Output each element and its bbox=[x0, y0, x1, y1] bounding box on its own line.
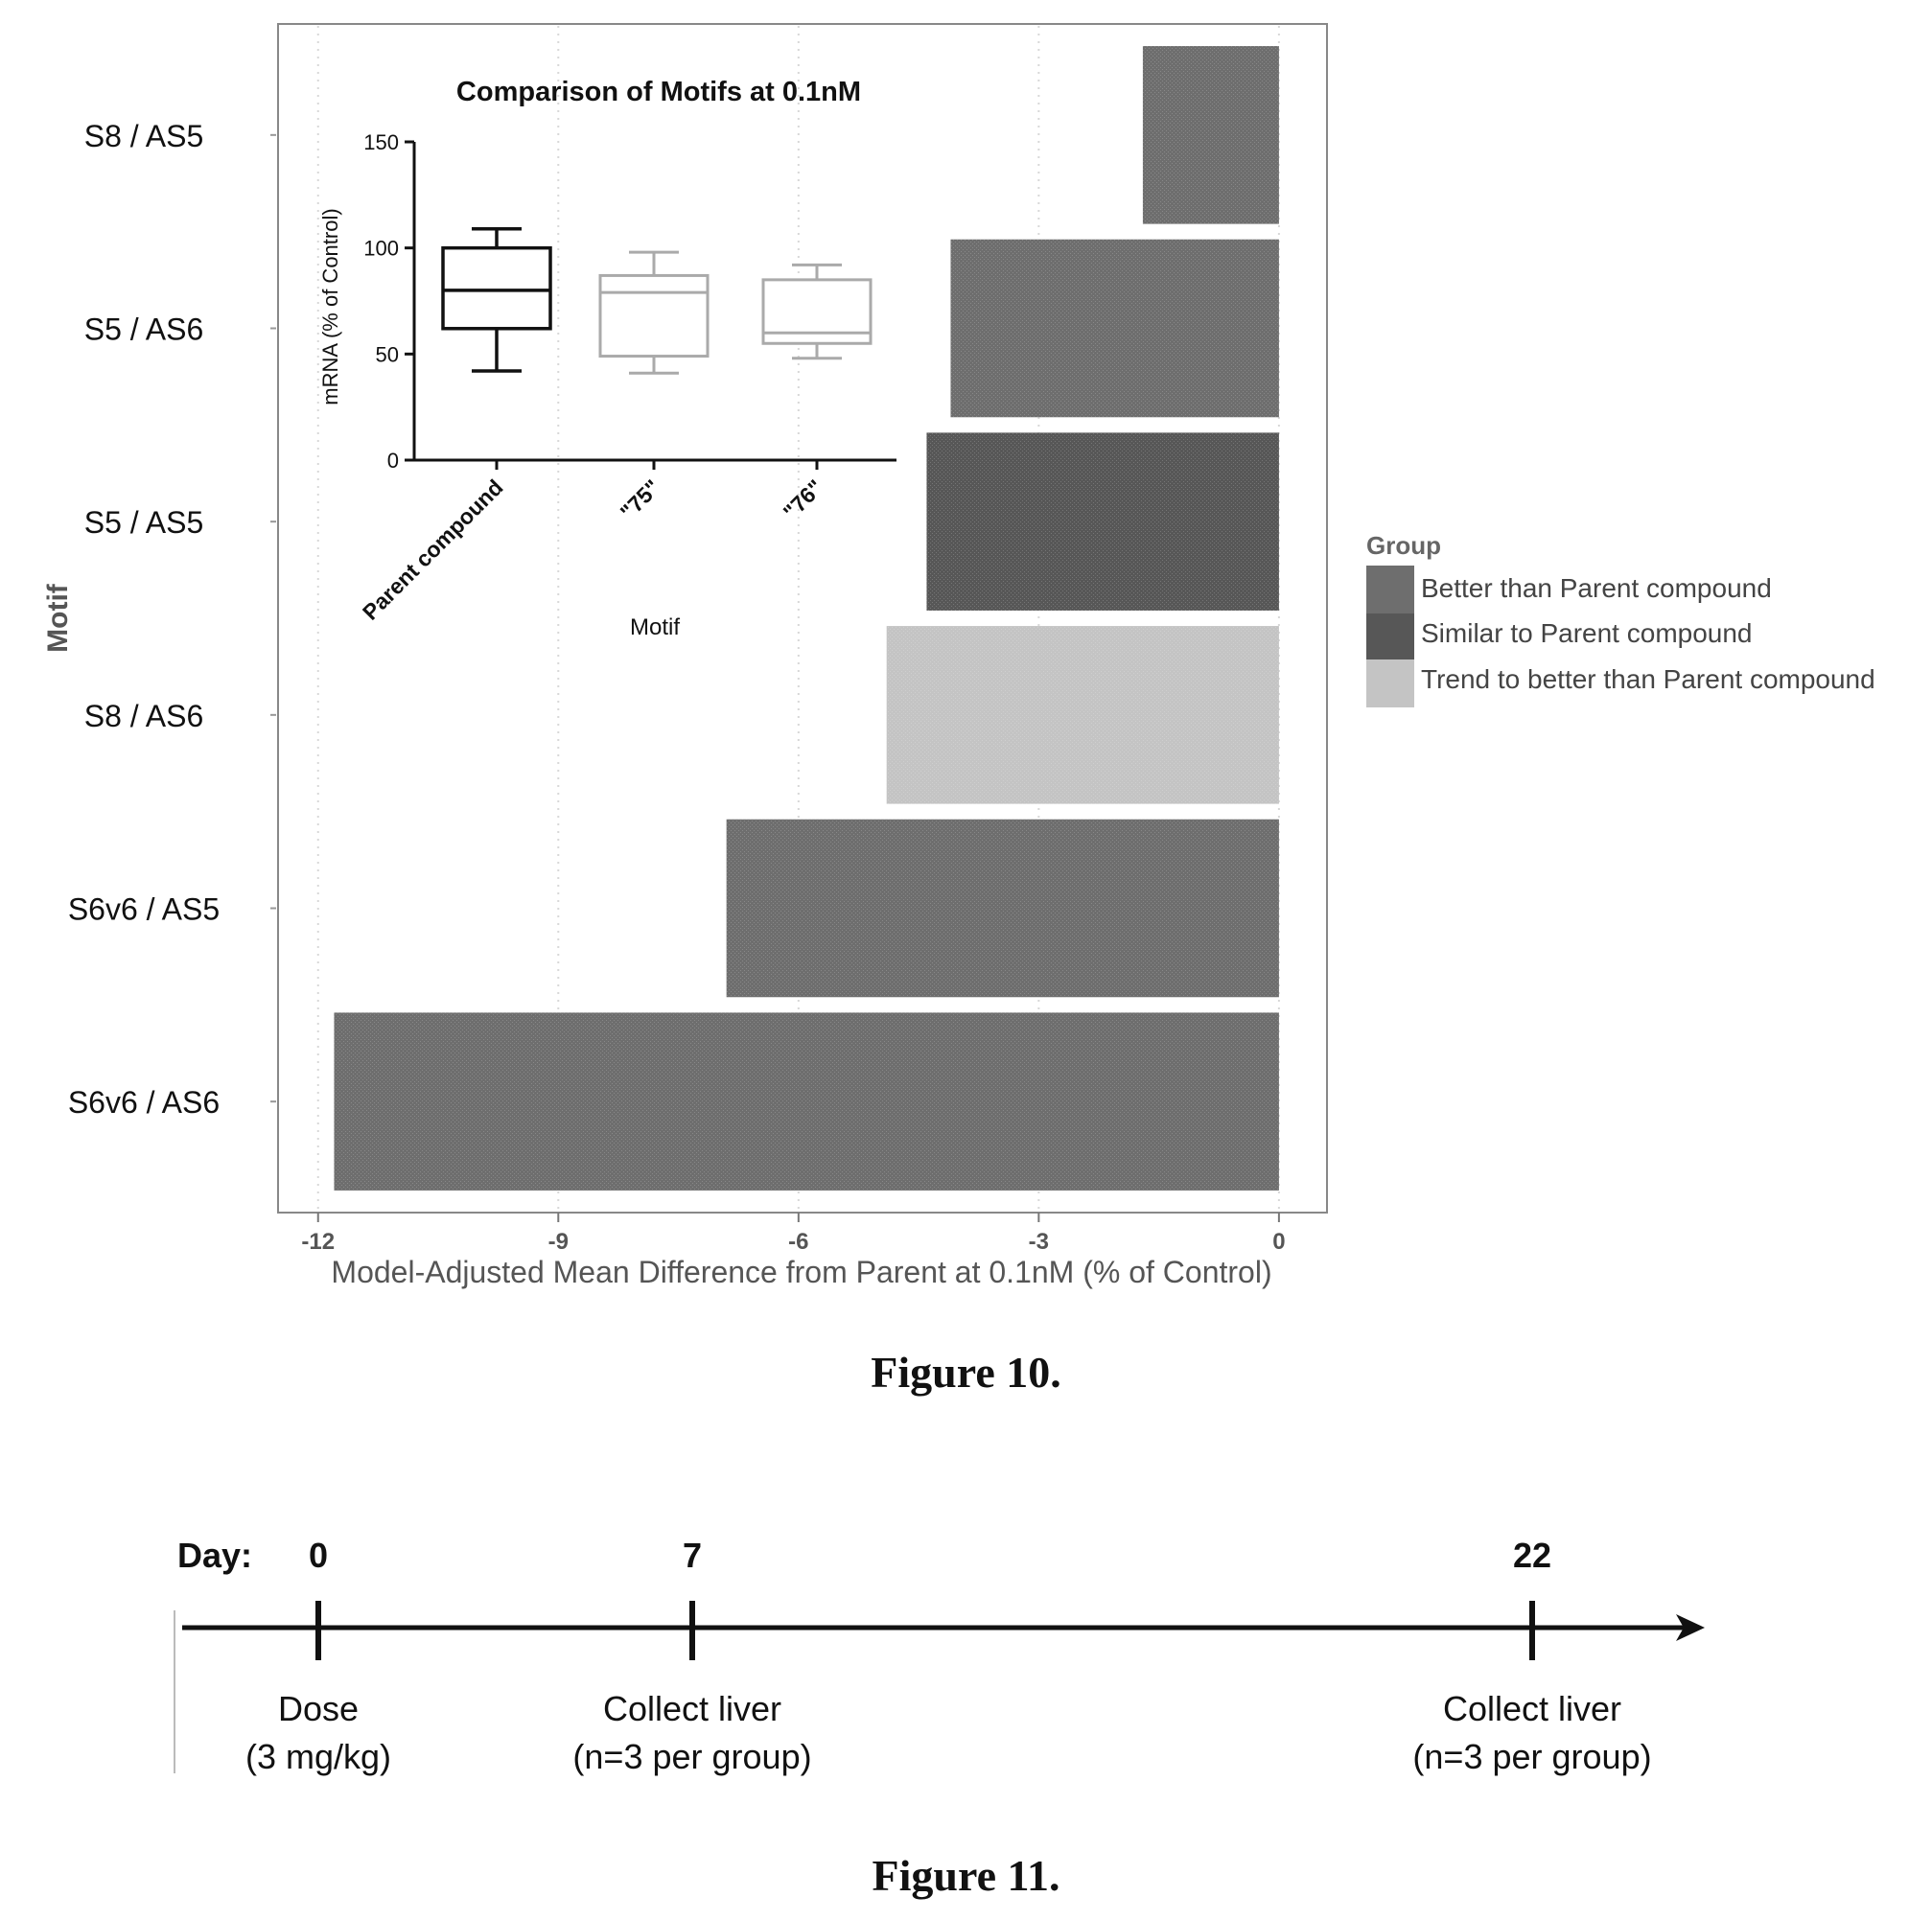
bar-texture bbox=[926, 432, 1279, 611]
category-labels: S8 / AS5 S5 / AS6 S5 / AS5 S8 / AS6 S6v6 / A… bbox=[68, 119, 276, 1120]
timeline-arrowhead bbox=[1676, 1614, 1705, 1641]
x-tick-label: -3 bbox=[1029, 1229, 1049, 1255]
timeline-event: 0 Dose (3 mg/kg) bbox=[245, 1536, 391, 1776]
bar-texture bbox=[950, 239, 1279, 418]
figure-11-timeline: Day: 0 Dose (3 mg/kg) 7 Collect liver (n=3 pe… bbox=[174, 1536, 1705, 1776]
figure-10: S8 / AS5 S5 / AS6 S5 / AS5 S8 / AS6 S6v6 / A… bbox=[42, 23, 1875, 1289]
box bbox=[761, 263, 873, 360]
box-iqr bbox=[441, 245, 552, 331]
x-ticks: -12 -9 -6 -3 0 bbox=[301, 1213, 1286, 1255]
inset-y-tick-label: 0 bbox=[387, 449, 399, 473]
inset-y-axis-title: mRNA (% of Control) bbox=[318, 208, 342, 405]
legend-label-trend: Trend to better than Parent compound bbox=[1421, 664, 1875, 694]
bar-texture bbox=[1142, 46, 1279, 224]
inset-boxes bbox=[441, 226, 873, 375]
category-label: S5 / AS5 bbox=[84, 505, 204, 540]
x-tick-label: -12 bbox=[301, 1229, 335, 1255]
category-label: S8 / AS5 bbox=[84, 119, 204, 153]
timeline-events: 0 Dose (3 mg/kg) 7 Collect liver (n=3 per gro… bbox=[245, 1536, 1652, 1776]
day-number: 22 bbox=[1513, 1536, 1551, 1575]
timeline-event: 22 Collect liver (n=3 per group) bbox=[1412, 1536, 1651, 1776]
figure-10-caption: Figure 10. bbox=[871, 1348, 1061, 1397]
legend-swatch-better bbox=[1366, 566, 1414, 613]
grid-lines bbox=[316, 26, 1280, 1211]
legend-title: Group bbox=[1366, 531, 1441, 560]
inset-title: Comparison of Motifs at 0.1nM bbox=[456, 77, 861, 107]
x-tick-label: 0 bbox=[1272, 1229, 1285, 1255]
legend-swatch-similar bbox=[1366, 613, 1414, 659]
bars bbox=[334, 46, 1279, 1191]
bar-texture bbox=[334, 1012, 1279, 1191]
x-axis-title: Model-Adjusted Mean Difference from Pare… bbox=[331, 1255, 1271, 1289]
legend-label-similar: Similar to Parent compound bbox=[1421, 618, 1753, 648]
box-iqr bbox=[598, 273, 710, 359]
legend: Group Better than Parent compound Simila… bbox=[1366, 531, 1875, 707]
event-label: Dose bbox=[278, 1689, 359, 1728]
bar-texture bbox=[726, 819, 1279, 998]
day-label: Day: bbox=[177, 1536, 252, 1575]
category-label: S5 / AS6 bbox=[84, 312, 204, 347]
x-tick-label: -6 bbox=[788, 1229, 808, 1255]
box bbox=[598, 250, 710, 375]
day-number: 0 bbox=[309, 1536, 328, 1575]
timeline-event: 7 Collect liver (n=3 per group) bbox=[572, 1536, 811, 1776]
event-label: Collect liver bbox=[603, 1689, 781, 1728]
inset-y-ticks: 0 50 100 150 bbox=[363, 130, 414, 473]
inset-y-tick-label: 150 bbox=[363, 130, 399, 154]
x-tick-label: -9 bbox=[548, 1229, 569, 1255]
inset-x-axis-title: Motif bbox=[630, 614, 680, 640]
inset-y-tick-label: 100 bbox=[363, 237, 399, 261]
day-number: 7 bbox=[683, 1536, 702, 1575]
category-label: S6v6 / AS5 bbox=[68, 892, 220, 927]
inset-y-tick-label: 50 bbox=[376, 342, 399, 366]
legend-label-better: Better than Parent compound bbox=[1421, 573, 1772, 603]
event-sublabel: (n=3 per group) bbox=[1412, 1737, 1651, 1776]
legend-swatch-trend bbox=[1366, 659, 1414, 707]
bar-texture bbox=[886, 626, 1279, 804]
category-label: S6v6 / AS6 bbox=[68, 1085, 220, 1120]
box bbox=[441, 226, 552, 373]
figure-11-caption: Figure 11. bbox=[872, 1851, 1060, 1900]
event-label: Collect liver bbox=[1443, 1689, 1621, 1728]
event-sublabel: (n=3 per group) bbox=[572, 1737, 811, 1776]
category-label: S8 / AS6 bbox=[84, 699, 204, 733]
y-axis-title: Motif bbox=[42, 583, 74, 653]
event-sublabel: (3 mg/kg) bbox=[245, 1737, 391, 1776]
